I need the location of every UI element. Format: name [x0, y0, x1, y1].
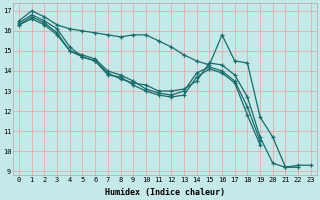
X-axis label: Humidex (Indice chaleur): Humidex (Indice chaleur) — [105, 188, 225, 197]
